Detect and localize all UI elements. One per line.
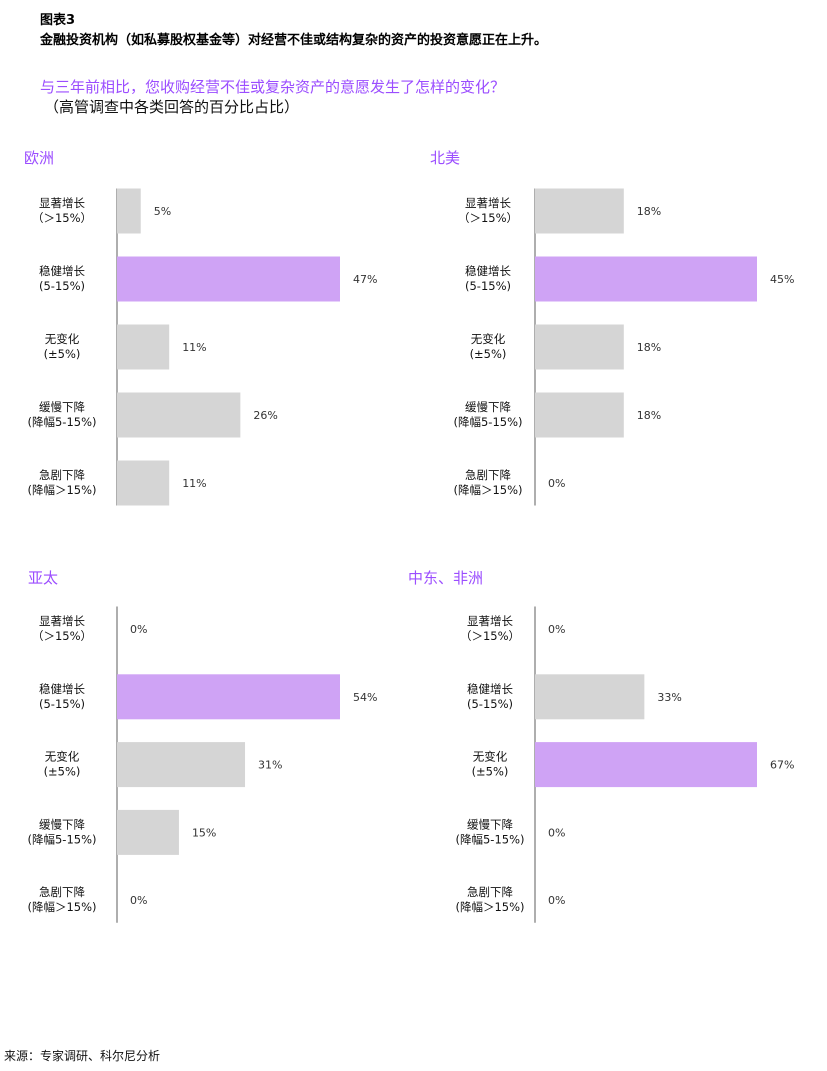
value-label: 15% (192, 826, 216, 839)
survey-question-note: （高管调查中各类回答的百分比占比） (44, 98, 300, 116)
source-note: 来源：专家调研、科尔尼分析 (4, 1049, 161, 1063)
value-label: 0% (548, 826, 565, 839)
category-label: 稳健增长 (467, 682, 513, 696)
value-label: 0% (548, 623, 565, 636)
category-label: (±5%) (472, 765, 509, 779)
value-label: 47% (353, 273, 377, 286)
category-label: 显著增长 (467, 614, 513, 628)
category-label: 稳健增长 (39, 264, 85, 278)
category-label: (5-15%) (465, 279, 511, 293)
value-label: 5% (154, 205, 171, 218)
category-label: (降幅＞15%) (27, 483, 96, 497)
survey-question: 与三年前相比，您收购经营不佳或复杂资产的意愿发生了怎样的变化？ (40, 78, 506, 96)
value-label: 31% (258, 759, 282, 772)
category-label: (降幅＞15%) (455, 900, 524, 914)
category-label: 缓慢下降 (467, 817, 513, 831)
category-label: 稳健增长 (465, 264, 511, 278)
bar (535, 324, 624, 370)
category-label: （＞15%） (32, 211, 92, 225)
region-title: 欧洲 (24, 149, 54, 167)
bar (117, 256, 340, 302)
bar (117, 392, 241, 438)
category-label: (降幅5-15%) (454, 415, 523, 429)
value-label: 67% (770, 759, 794, 772)
category-label: (降幅5-15%) (456, 832, 525, 846)
category-label: 急剧下降 (465, 468, 511, 482)
bar (117, 188, 141, 234)
bar (535, 256, 757, 302)
category-label: 急剧下降 (467, 885, 513, 899)
region-title: 北美 (430, 149, 460, 167)
category-label: （＞15%） (458, 211, 518, 225)
category-label: (5-15%) (467, 697, 513, 711)
bar (535, 674, 645, 720)
bar (117, 460, 170, 506)
bar (535, 742, 757, 788)
category-label: (5-15%) (39, 697, 85, 711)
value-label: 33% (657, 691, 681, 704)
figure-title: 金融投资机构（如私募股权基金等）对经营不佳或结构复杂的资产的投资意愿正在上升。 (40, 33, 548, 48)
bar (117, 742, 246, 788)
value-label: 18% (637, 341, 661, 354)
bar (117, 809, 179, 855)
category-label: 无变化 (45, 750, 80, 764)
category-label: 无变化 (471, 332, 506, 346)
value-label: 18% (637, 409, 661, 422)
value-label: 54% (353, 691, 377, 704)
category-label: (降幅＞15%) (453, 483, 522, 497)
category-label: (5-15%) (39, 279, 85, 293)
bar (535, 392, 624, 438)
category-label: (降幅5-15%) (28, 415, 97, 429)
category-label: （＞15%） (460, 629, 520, 643)
category-label: (±5%) (470, 347, 507, 361)
bar (535, 188, 624, 234)
category-label: (降幅5-15%) (28, 832, 97, 846)
category-label: 急剧下降 (39, 468, 85, 482)
category-label: 缓慢下降 (465, 400, 511, 414)
region-title: 中东、非洲 (408, 569, 483, 587)
value-label: 26% (253, 409, 277, 422)
value-label: 0% (548, 894, 565, 907)
category-label: 无变化 (473, 750, 508, 764)
value-label: 11% (182, 341, 206, 354)
category-label: 缓慢下降 (39, 817, 85, 831)
bar (117, 324, 170, 370)
value-label: 45% (770, 273, 794, 286)
value-label: 0% (548, 477, 565, 490)
value-label: 11% (182, 477, 206, 490)
region-title: 亚太 (28, 569, 58, 587)
category-label: 显著增长 (465, 196, 511, 210)
category-label: 稳健增长 (39, 682, 85, 696)
category-label: 急剧下降 (39, 885, 85, 899)
value-label: 0% (130, 623, 147, 636)
category-label: （＞15%） (32, 629, 92, 643)
category-label: 显著增长 (39, 196, 85, 210)
category-label: (±5%) (44, 347, 81, 361)
value-label: 0% (130, 894, 147, 907)
value-label: 18% (637, 205, 661, 218)
category-label: 无变化 (45, 332, 80, 346)
category-label: (±5%) (44, 765, 81, 779)
figure-number: 图表3 (40, 13, 76, 28)
category-label: (降幅＞15%) (27, 900, 96, 914)
category-label: 缓慢下降 (39, 400, 85, 414)
category-label: 显著增长 (39, 614, 85, 628)
bar (117, 674, 340, 720)
